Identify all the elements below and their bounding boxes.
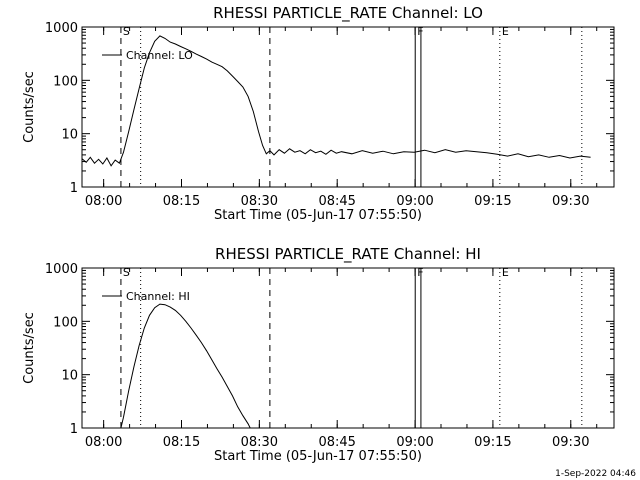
y-tick-label: 1 <box>70 181 78 196</box>
x-tick-label: 08:45 <box>318 194 355 209</box>
x-tick-label: 09:30 <box>552 194 589 209</box>
x-tick-label: 09:00 <box>396 194 433 209</box>
y-tick-label: 10 <box>61 128 78 143</box>
marker-label: S <box>123 25 130 38</box>
marker-label: S <box>123 266 130 279</box>
series-line <box>120 303 251 428</box>
axes-frame <box>81 26 615 188</box>
panel-lo: RHESSI PARTICLE_RATE Channel: LO S F E 1 10 10… <box>22 4 615 223</box>
x-tick-label: 08:15 <box>163 435 200 450</box>
x-tick-label: 08:30 <box>241 435 278 450</box>
x-tick-label: 09:30 <box>552 435 589 450</box>
y-tick-label: 1000 <box>45 21 78 36</box>
y-axis-label: Counts/sec <box>22 312 37 384</box>
series-line <box>82 35 591 167</box>
x-tick-label: 08:00 <box>85 435 122 450</box>
x-tick-label: 09:00 <box>396 435 433 450</box>
y-tick-label: 100 <box>53 315 78 330</box>
marker-label: E <box>502 25 509 38</box>
x-axis-label: Start Time (05-Jun-17 07:55:50) <box>214 208 422 223</box>
x-tick-label: 08:30 <box>241 194 278 209</box>
marker-label: F <box>417 25 423 38</box>
legend-label: Channel: LO <box>126 49 193 62</box>
axes-frame <box>81 267 615 429</box>
y-tick-label: 1 <box>70 422 78 437</box>
chart-title: RHESSI PARTICLE_RATE Channel: HI <box>215 245 481 264</box>
chart-title: RHESSI PARTICLE_RATE Channel: LO <box>213 4 483 23</box>
x-tick-label: 09:15 <box>474 194 511 209</box>
x-tick-label: 08:45 <box>318 435 355 450</box>
marker-label: F <box>417 266 423 279</box>
x-tick-label: 08:15 <box>163 194 200 209</box>
marker-label: E <box>502 266 509 279</box>
y-tick-label: 1000 <box>45 262 78 277</box>
x-tick-label: 08:00 <box>85 194 122 209</box>
y-axis-label: Counts/sec <box>22 71 37 143</box>
x-axis-label: Start Time (05-Jun-17 07:55:50) <box>214 449 422 464</box>
y-tick-label: 100 <box>53 74 78 89</box>
y-tick-label: 10 <box>61 369 78 384</box>
x-tick-label: 09:15 <box>474 435 511 450</box>
legend-label: Channel: HI <box>126 290 190 303</box>
panel-hi: RHESSI PARTICLE_RATE Channel: HI S F E 1 10 10… <box>22 245 615 464</box>
footer-timestamp: 1-Sep-2022 04:46 <box>555 469 636 479</box>
